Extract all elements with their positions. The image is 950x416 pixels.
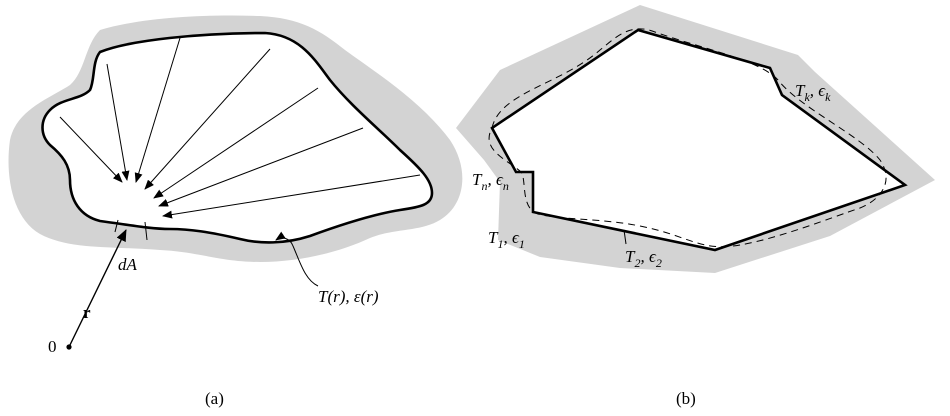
panel-b: Tk, ϵk Tn, ϵn T1, ϵ1 T2, ϵ2 (b) [456, 5, 935, 408]
ray-3 [134, 37, 181, 183]
area-element-label: dA [118, 255, 138, 274]
origin-label: 0 [48, 337, 57, 356]
label-2: T2, ϵ2 [625, 247, 662, 270]
actual-surface-dashed [488, 28, 887, 248]
label-k: Tk, ϵk [795, 81, 831, 104]
panel-a-caption: (a) [205, 389, 224, 408]
radiation-rays [59, 37, 421, 219]
ray-2 [106, 63, 130, 181]
label-1: T1, ϵ1 [488, 228, 525, 251]
position-vector-label: r [83, 303, 91, 322]
enclosure-surface-a [41, 31, 434, 244]
ray-7 [162, 174, 421, 219]
ray-1 [59, 116, 123, 183]
surface-leader [275, 231, 319, 287]
position-vector [68, 229, 127, 348]
area-element-marks [114, 219, 148, 241]
panel-a: dA 0 r T(r), ε(r) (a) [8, 15, 463, 408]
panel-b-caption: (b) [676, 389, 696, 408]
origin-point [66, 344, 72, 350]
ray-4 [144, 48, 271, 190]
surface-property-label: T(r), ε(r) [318, 287, 379, 306]
ray-6 [158, 127, 364, 207]
label-n: Tn, ϵn [472, 170, 509, 193]
segment-marker-2 [623, 229, 627, 245]
ray-5 [153, 87, 319, 199]
